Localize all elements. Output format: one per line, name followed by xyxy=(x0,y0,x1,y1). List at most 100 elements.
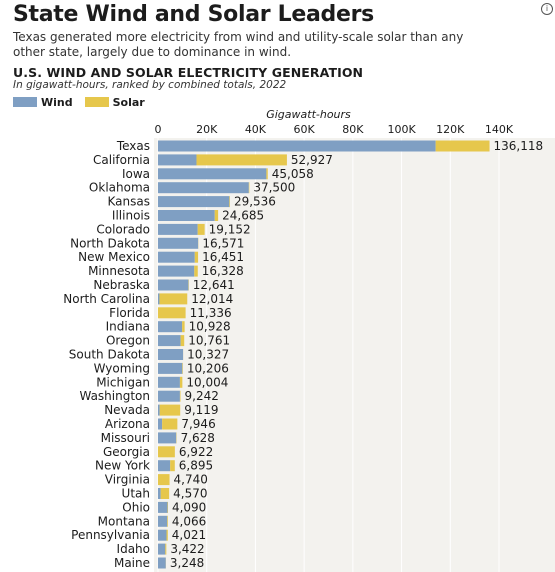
chart-title: U.S. WIND AND SOLAR ELECTRICITY GENERATI… xyxy=(13,65,364,80)
bar-solar xyxy=(182,362,183,374)
category-label: Missouri xyxy=(101,431,150,445)
x-tick-label: 60K xyxy=(294,123,316,136)
x-tick-label: 100K xyxy=(387,123,416,136)
bar-wind xyxy=(158,196,230,208)
bar-solar xyxy=(179,376,183,388)
plot-background xyxy=(154,138,555,572)
x-tick-label: 0 xyxy=(155,123,162,136)
bar-solar xyxy=(194,265,198,277)
bar-solar xyxy=(165,543,167,555)
bar-wind xyxy=(158,529,167,541)
bar-wind xyxy=(158,237,199,249)
bar-solar xyxy=(214,210,219,221)
data-label: 6,922 xyxy=(179,445,213,459)
data-label: 16,451 xyxy=(202,250,244,264)
bar-solar xyxy=(197,223,205,235)
bar-solar xyxy=(266,168,268,180)
bar-solar xyxy=(158,474,170,486)
category-label: Colorado xyxy=(96,222,150,236)
data-label: 24,685 xyxy=(222,209,264,223)
x-tick-label: 40K xyxy=(245,123,267,136)
legend-item-wind: Wind xyxy=(13,96,73,109)
info-icon[interactable]: i xyxy=(541,3,553,15)
data-label: 11,336 xyxy=(190,306,232,320)
bar-solar xyxy=(158,446,175,458)
data-label: 136,118 xyxy=(494,139,544,153)
category-label: Arizona xyxy=(105,417,150,431)
category-label: Nebraska xyxy=(93,278,150,292)
data-label: 3,422 xyxy=(170,542,204,556)
data-label: 10,761 xyxy=(188,334,230,348)
bar-solar xyxy=(160,488,170,499)
bar-wind xyxy=(158,223,198,235)
bar-solar xyxy=(170,460,175,472)
category-label: Illinois xyxy=(112,209,150,223)
category-label: New Mexico xyxy=(78,250,150,264)
legend-label-solar: Solar xyxy=(112,95,145,109)
legend-item-solar: Solar xyxy=(84,95,145,109)
data-label: 9,119 xyxy=(184,403,218,417)
bar-solar xyxy=(159,404,181,416)
legend-label-wind: Wind xyxy=(41,95,73,109)
bar-wind xyxy=(158,432,177,444)
data-label: 12,641 xyxy=(193,278,235,292)
bar-wind xyxy=(158,293,160,305)
x-tick-label: 20K xyxy=(196,123,218,136)
data-label: 3,248 xyxy=(170,556,204,570)
bar-solar xyxy=(179,390,181,402)
bar-wind xyxy=(158,140,436,152)
bar-solar xyxy=(196,154,287,166)
data-label: 7,946 xyxy=(181,417,215,431)
data-label: 19,152 xyxy=(209,222,251,236)
category-label: Maine xyxy=(114,556,150,570)
bar-wind xyxy=(158,251,195,263)
category-label: North Dakota xyxy=(70,236,150,250)
page-title: State Wind and Solar Leaders xyxy=(13,2,374,27)
category-label: Ohio xyxy=(122,500,150,514)
bar-solar xyxy=(158,307,186,319)
data-label: 4,740 xyxy=(174,473,208,487)
category-label: Montana xyxy=(98,514,150,528)
category-label: Iowa xyxy=(122,167,150,181)
category-label: North Carolina xyxy=(63,292,150,306)
category-label: Idaho xyxy=(117,542,150,556)
bar-wind xyxy=(158,362,183,374)
data-label: 16,328 xyxy=(202,264,244,278)
bar-wind xyxy=(158,418,163,430)
category-label: Oklahoma xyxy=(89,181,150,195)
data-label: 45,058 xyxy=(272,167,314,181)
bar-solar xyxy=(194,251,199,263)
data-label: 37,500 xyxy=(253,181,295,195)
data-label: 9,242 xyxy=(185,389,219,403)
data-label: 6,895 xyxy=(179,459,213,473)
bar-wind xyxy=(158,488,161,499)
bar-wind xyxy=(158,501,168,513)
data-label: 10,206 xyxy=(187,361,229,375)
bar-solar xyxy=(182,321,185,333)
category-label: California xyxy=(93,153,150,167)
category-label: Nevada xyxy=(104,403,150,417)
data-label: 7,628 xyxy=(181,431,215,445)
category-label: Utah xyxy=(122,487,150,501)
bar-wind xyxy=(158,376,180,388)
category-label: Indiana xyxy=(106,320,150,334)
x-tick-label: 80K xyxy=(342,123,364,136)
bar-wind xyxy=(158,390,180,402)
data-label: 16,571 xyxy=(202,236,244,250)
bar-wind xyxy=(158,279,189,291)
data-label: 4,090 xyxy=(172,500,206,514)
data-label: 10,327 xyxy=(187,348,229,362)
bar-wind xyxy=(158,515,168,527)
category-label: Wyoming xyxy=(94,361,150,375)
data-label: 10,004 xyxy=(186,375,228,389)
data-label: 4,021 xyxy=(172,528,206,542)
data-label: 4,066 xyxy=(172,514,206,528)
bar-solar xyxy=(159,293,188,305)
category-label: Georgia xyxy=(103,445,150,459)
data-label: 52,927 xyxy=(291,153,333,167)
x-tick-label: 140K xyxy=(485,123,514,136)
category-label: Washington xyxy=(79,389,150,403)
category-label: Texas xyxy=(116,139,150,153)
category-label: Michigan xyxy=(96,375,150,389)
